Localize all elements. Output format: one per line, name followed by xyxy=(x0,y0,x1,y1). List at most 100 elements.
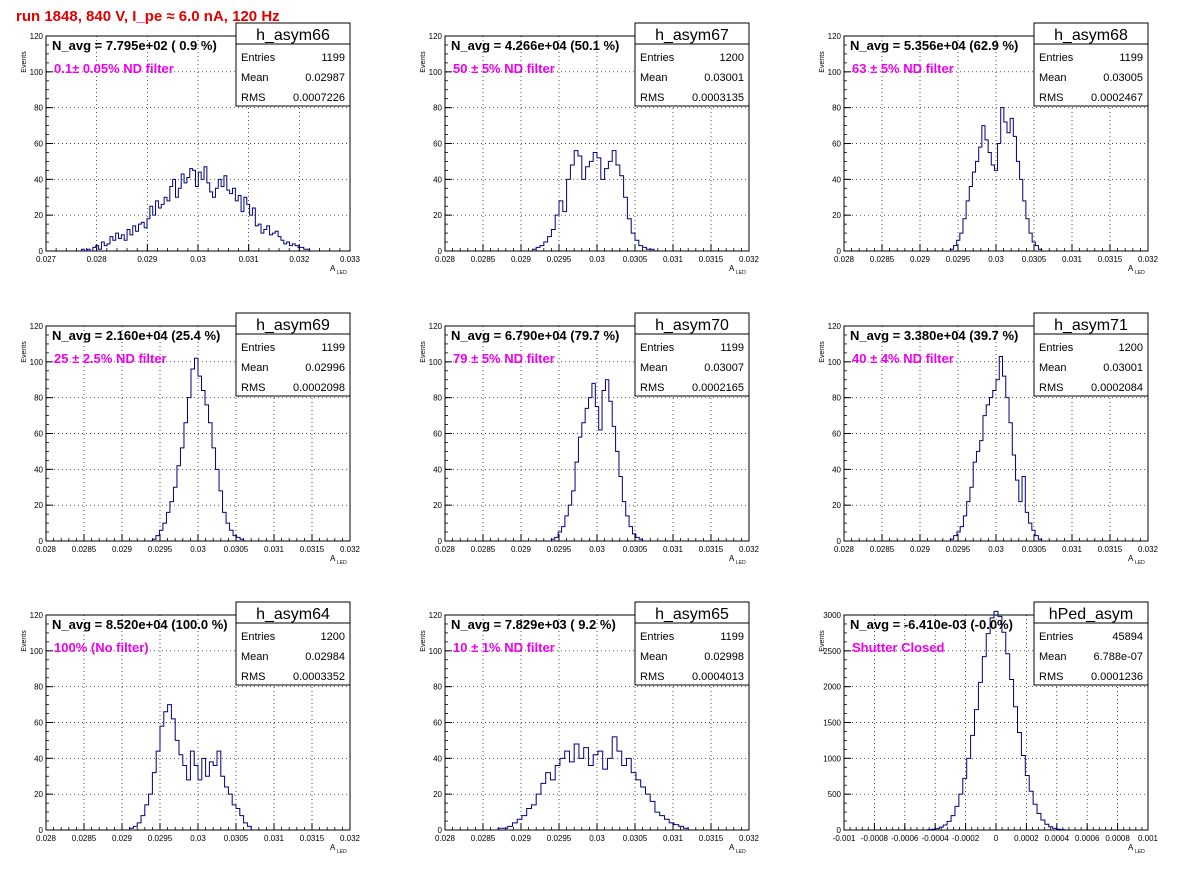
x-tick-label: 0.0002 xyxy=(1014,834,1039,843)
y-tick-label: 100 xyxy=(828,358,842,367)
histogram-panel-h_asym70: 0.028 0.0285 0.029 0.0295 0.03 0.0305 0.031 0.0… xyxy=(420,312,760,566)
y-tick-label: 100 xyxy=(828,68,842,77)
y-tick-label: 0 xyxy=(39,247,44,256)
histogram-panel-h_asym67: 0.028 0.0285 0.029 0.0295 0.03 0.0305 0.031 0.0… xyxy=(420,22,760,276)
y-axis-title: Events xyxy=(420,51,427,73)
stats-label: Mean xyxy=(640,651,668,663)
stats-label: RMS xyxy=(1039,382,1063,394)
y-tick-label: 80 xyxy=(832,394,841,403)
y-tick-label: 0 xyxy=(39,826,44,835)
stats-label: Entries xyxy=(640,631,675,643)
x-tick-label: 0.03 xyxy=(190,834,206,843)
y-tick-label: 100 xyxy=(30,647,44,656)
x-tick-label: 0.0285 xyxy=(471,834,496,843)
stats-label: Entries xyxy=(640,52,675,64)
x-tick-label: 0.028 xyxy=(834,545,855,554)
y-tick-label: 120 xyxy=(429,32,443,41)
y-tick-label: 100 xyxy=(30,358,44,367)
x-tick-label: 0.028 xyxy=(435,834,456,843)
stats-value: 1199 xyxy=(321,52,345,64)
y-tick-label: 2500 xyxy=(823,647,841,656)
y-tick-label: 120 xyxy=(429,611,443,620)
y-tick-label: 40 xyxy=(832,175,841,184)
navg-label: N_avg = 3.380e+04 (39.7 %) xyxy=(850,328,1018,343)
x-tick-label: 0.031 xyxy=(663,834,684,843)
y-tick-label: 100 xyxy=(429,358,443,367)
stats-value: 0.03005 xyxy=(1103,72,1143,84)
x-tick-label: 0.0285 xyxy=(870,545,895,554)
histogram-panel-hPed_asym: -0.001 -0.0008 -0.0006 -0.0004 -0.0002 0 0.000… xyxy=(819,601,1159,855)
x-tick-label: 0.03 xyxy=(190,545,206,554)
histogram-panel-h_asym64: 0.028 0.0285 0.029 0.0295 0.03 0.0305 0.031 0.0… xyxy=(21,601,361,855)
x-axis-title: A xyxy=(1128,554,1134,563)
y-tick-label: 120 xyxy=(30,32,44,41)
stats-box xyxy=(634,601,750,686)
histogram-panel-h_asym69: 0.028 0.0285 0.029 0.0295 0.03 0.0305 0.031 0.0… xyxy=(21,312,361,566)
y-axis-title: Events xyxy=(819,341,826,363)
x-tick-label: 0.028 xyxy=(36,545,57,554)
stats-label: RMS xyxy=(241,382,265,394)
run-title: run 1848, 840 V, I_pe ≈ 6.0 nA, 120 Hz xyxy=(16,8,280,25)
stats-value: 0.03001 xyxy=(704,72,744,84)
y-tick-label: 20 xyxy=(34,790,43,799)
x-tick-label: 0.028 xyxy=(36,834,57,843)
stats-value: 1200 xyxy=(720,52,744,64)
y-tick-label: 60 xyxy=(433,140,442,149)
y-tick-label: 40 xyxy=(433,465,442,474)
x-tick-label: 0.0285 xyxy=(72,545,97,554)
navg-label: N_avg = 8.520e+04 (100.0 %) xyxy=(52,617,228,632)
stats-value: 0.0003352 xyxy=(293,671,345,683)
filter-annotation: Shutter Closed xyxy=(852,640,945,655)
x-tick-label: 0.03 xyxy=(988,545,1004,554)
x-tick-label: 0.031 xyxy=(663,545,684,554)
x-tick-label: 0.029 xyxy=(511,834,532,843)
y-tick-label: 0 xyxy=(837,247,842,256)
y-tick-label: 40 xyxy=(832,465,841,474)
x-axis-title: A xyxy=(729,264,735,273)
histogram-name: hPed_asym xyxy=(1049,606,1134,623)
y-tick-label: 120 xyxy=(828,322,842,331)
y-tick-label: 120 xyxy=(30,611,44,620)
y-tick-label: 120 xyxy=(30,322,44,331)
stats-value: 0.0004013 xyxy=(692,671,744,683)
filter-annotation: 79 ± 5% ND filter xyxy=(453,351,555,366)
histogram-name: h_asym71 xyxy=(1054,317,1128,334)
x-tick-label: 0.028 xyxy=(834,255,855,264)
stats-value: 0.0002467 xyxy=(1091,92,1143,104)
y-tick-label: 80 xyxy=(34,104,43,113)
histogram-name: h_asym64 xyxy=(256,606,330,623)
y-tick-label: 80 xyxy=(433,394,442,403)
stats-value: 1199 xyxy=(1119,52,1143,64)
x-tick-label: 0.031 xyxy=(264,834,285,843)
stats-label: RMS xyxy=(640,382,664,394)
histogram-bins xyxy=(949,355,1043,541)
x-tick-label: 0.0006 xyxy=(1075,834,1100,843)
x-axis-title: A xyxy=(729,843,735,852)
stats-box xyxy=(634,22,750,107)
x-axis-title-subscript: LED xyxy=(736,270,746,276)
y-tick-label: 0 xyxy=(837,537,842,546)
x-tick-label: 0.03 xyxy=(589,545,605,554)
filter-annotation: 50 ± 5% ND filter xyxy=(453,61,555,76)
stats-value: 0.0001236 xyxy=(1091,671,1143,683)
x-tick-label: 0.0305 xyxy=(1022,545,1047,554)
navg-label: N_avg = -6.410e-03 (-0.0%) xyxy=(850,617,1013,632)
x-tick-label: -0.0002 xyxy=(952,834,980,843)
y-tick-label: 20 xyxy=(34,211,43,220)
x-tick-label: 0.0315 xyxy=(699,834,724,843)
x-tick-label: 0.0315 xyxy=(1098,255,1123,264)
histogram-name: h_asym70 xyxy=(655,317,729,334)
histogram-bins xyxy=(927,610,1065,831)
x-tick-label: 0.03 xyxy=(988,255,1004,264)
y-tick-label: 60 xyxy=(34,430,43,439)
x-tick-label: -0.001 xyxy=(833,834,856,843)
stats-box xyxy=(1033,22,1149,107)
x-tick-label: 0.0295 xyxy=(946,545,971,554)
x-tick-label: 0.029 xyxy=(137,255,158,264)
y-tick-label: 80 xyxy=(34,683,43,692)
y-tick-label: 40 xyxy=(34,754,43,763)
x-tick-label: 0.031 xyxy=(264,545,285,554)
y-tick-label: 80 xyxy=(832,104,841,113)
x-tick-label: 0.029 xyxy=(112,545,133,554)
x-tick-label: 0.0285 xyxy=(870,255,895,264)
